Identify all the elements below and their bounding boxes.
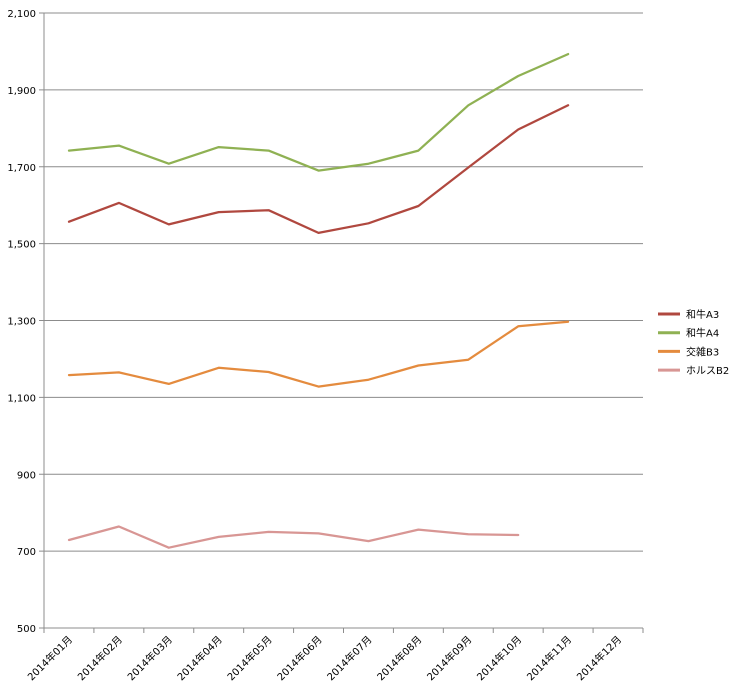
x-tick-label: 2014年11月 xyxy=(524,633,574,683)
gridlines xyxy=(44,12,643,552)
x-tick-label: 2014年10月 xyxy=(474,633,524,683)
series-line-1 xyxy=(67,104,570,235)
x-tick-label: 2014年07月 xyxy=(324,633,374,683)
y-tick-label: 1,100 xyxy=(7,393,36,404)
y-tick-label: 500 xyxy=(17,624,36,635)
x-tick-label: 2014年02月 xyxy=(75,633,125,683)
legend-label: 和牛A4 xyxy=(686,327,719,340)
x-tick-labels: 2014年01月 2014年02月 2014年03月 2014年04月 2014年05月… xyxy=(25,633,624,683)
axes xyxy=(39,12,644,633)
legend-label: 和牛A3 xyxy=(686,308,719,321)
series-line-3 xyxy=(67,320,570,388)
series-lines xyxy=(67,52,570,549)
y-tick-label: 2,100 xyxy=(7,9,36,20)
legend: 和牛A3 和牛A4 交雑B3 ホルスB2 xyxy=(658,308,729,377)
x-tick-label: 2014年06月 xyxy=(274,633,324,683)
y-tick-label: 1,900 xyxy=(7,86,36,97)
x-tick-label: 2014年01月 xyxy=(25,633,75,683)
y-tick-label: 700 xyxy=(17,547,36,558)
y-tick-label: 1,500 xyxy=(7,240,36,251)
series-line-2 xyxy=(67,52,570,172)
x-tick-label: 2014年12月 xyxy=(574,633,624,683)
y-tick-labels: 500 700 900 1,100 1,300 1,500 1,700 1,900 2,100 xyxy=(7,9,36,635)
x-tick-label: 2014年08月 xyxy=(374,633,424,683)
x-tick-label: 2014年05月 xyxy=(224,633,274,683)
series-line-4 xyxy=(67,525,520,549)
legend-label: ホルスB2 xyxy=(686,365,729,377)
y-tick-label: 1,700 xyxy=(7,163,36,174)
y-tick-label: 1,300 xyxy=(7,317,36,328)
legend-label: 交雑B3 xyxy=(686,345,719,358)
x-tick-label: 2014年09月 xyxy=(424,633,474,683)
x-tick-label: 2014年03月 xyxy=(125,633,175,683)
x-tick-label: 2014年04月 xyxy=(174,633,224,683)
y-tick-label: 900 xyxy=(17,470,36,481)
